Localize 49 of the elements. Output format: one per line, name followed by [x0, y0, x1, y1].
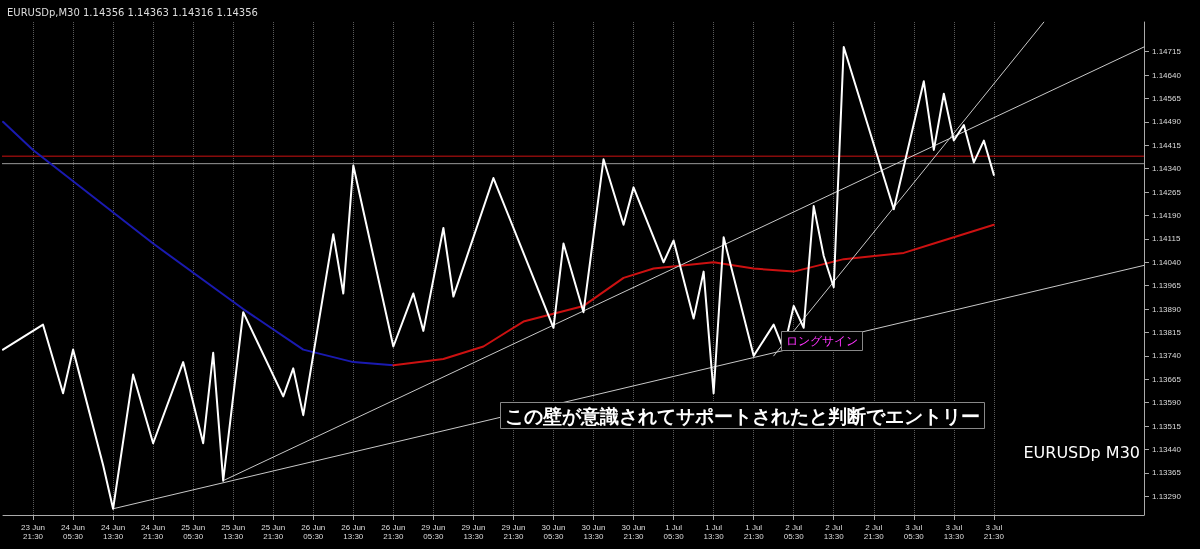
x-tick-label: 23 Jun 21:30	[21, 523, 46, 541]
y-tick-label: 1.13365	[1152, 468, 1182, 478]
y-tick-label: 1.13815	[1152, 327, 1182, 337]
annotation: EURUSDp M30	[1023, 442, 1140, 462]
y-tick-label: 1.14040	[1152, 257, 1182, 267]
x-tick-label: 29 Jun 13:30	[461, 523, 486, 541]
y-tick-label: 1.14640	[1152, 70, 1182, 80]
y-tick-label: 1.14565	[1152, 93, 1182, 103]
y-tick-label: 1.14115	[1152, 234, 1181, 244]
x-tick-label: 25 Jun 05:30	[181, 523, 206, 541]
x-tick-label: 26 Jun 13:30	[341, 523, 366, 541]
x-tick-label: 3 Jul 05:30	[903, 523, 925, 541]
y-tick-label: 1.13890	[1152, 304, 1182, 314]
x-tick-label: 1 Jul 13:30	[703, 523, 725, 541]
y-tick-label: 1.13965	[1152, 281, 1182, 291]
chart-title: EURUSDp,M30 1.14356 1.14363 1.14316 1.14356	[7, 6, 258, 18]
x-tick-label: 1 Jul 05:30	[663, 523, 685, 541]
x-tick-label: 1 Jul 21:30	[743, 523, 765, 541]
annotation: ロングサイン	[786, 334, 858, 348]
x-tick-label: 3 Jul 21:30	[983, 523, 1005, 541]
x-tick-label: 25 Jun 13:30	[221, 523, 246, 541]
y-tick-label: 1.13290	[1152, 491, 1182, 501]
x-tick-label: 24 Jun 05:30	[61, 523, 86, 541]
y-tick-label: 1.14490	[1152, 117, 1182, 127]
y-tick-label: 1.13440	[1152, 444, 1182, 454]
x-tick-label: 25 Jun 21:30	[261, 523, 286, 541]
x-tick-label: 2 Jul 05:30	[783, 523, 805, 541]
x-tick-label: 26 Jun 21:30	[381, 523, 406, 541]
x-tick-label: 30 Jun 05:30	[541, 523, 566, 541]
x-tick-label: 24 Jun 13:30	[101, 523, 126, 541]
y-tick-label: 1.14415	[1152, 140, 1182, 150]
y-tick-label: 1.14190	[1152, 210, 1182, 220]
x-tick-label: 26 Jun 05:30	[301, 523, 326, 541]
x-tick-label: 30 Jun 21:30	[621, 523, 646, 541]
y-tick-label: 1.14715	[1152, 47, 1182, 57]
x-tick-label: 3 Jul 13:30	[943, 523, 965, 541]
y-tick-label: 1.13590	[1152, 398, 1182, 408]
x-tick-label: 30 Jun 13:30	[581, 523, 606, 541]
x-tick-label: 24 Jun 21:30	[141, 523, 166, 541]
annotation: この壁が意識されてサポートされたと判断でエントリー	[505, 404, 980, 427]
y-tick-label: 1.13515	[1152, 421, 1182, 431]
x-tick-label: 29 Jun 05:30	[421, 523, 446, 541]
y-tick-label: 1.14265	[1152, 187, 1182, 197]
y-tick-label: 1.13740	[1152, 351, 1182, 361]
x-tick-label: 29 Jun 21:30	[501, 523, 526, 541]
y-tick-label: 1.13665	[1152, 374, 1182, 384]
y-tick-label: 1.14340	[1152, 164, 1182, 174]
x-tick-label: 2 Jul 21:30	[863, 523, 885, 541]
x-tick-label: 2 Jul 13:30	[823, 523, 845, 541]
